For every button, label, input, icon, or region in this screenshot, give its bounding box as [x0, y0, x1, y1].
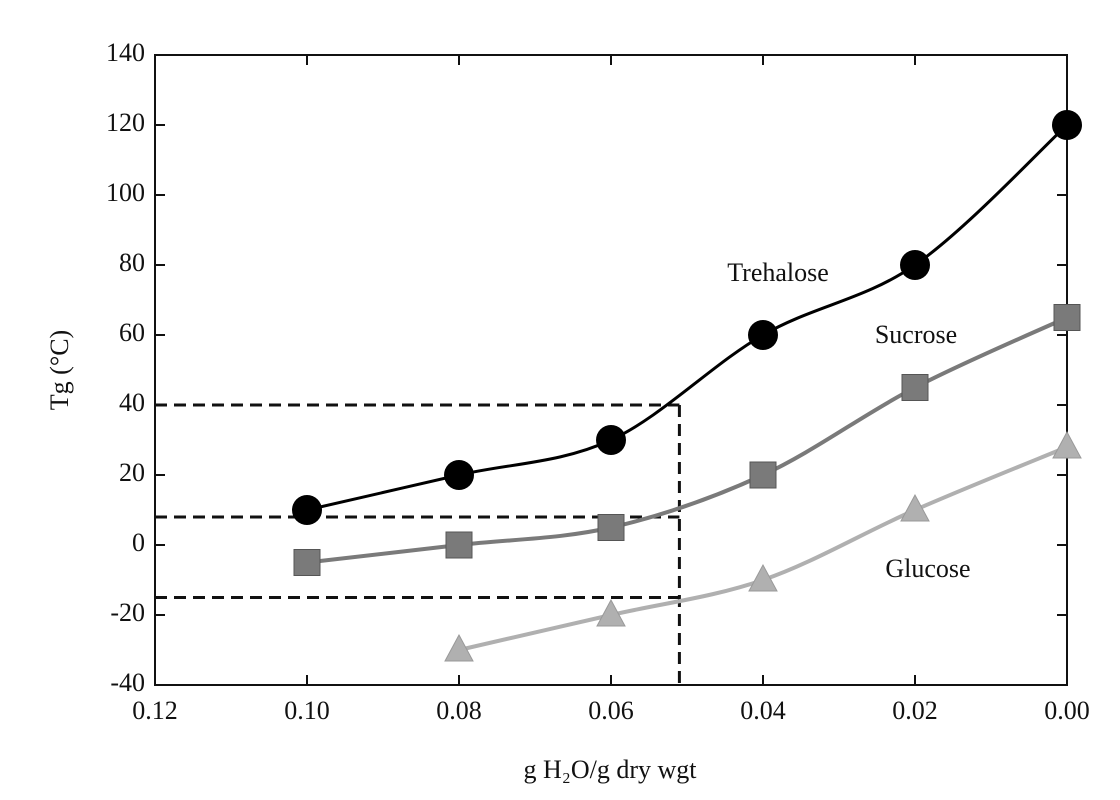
y-tick-label: -40 — [110, 668, 145, 697]
data-point — [444, 633, 474, 662]
data-point — [293, 549, 321, 576]
x-tick-label: 0.00 — [1044, 696, 1090, 725]
x-tick-label: 0.08 — [436, 696, 482, 725]
data-point — [596, 425, 626, 455]
data-point — [900, 493, 930, 522]
data-point — [444, 460, 474, 490]
series-line — [306, 315, 1068, 565]
y-tick-label: 120 — [106, 108, 145, 137]
data-point — [749, 461, 777, 489]
y-axis-label: Tg (°C) — [45, 330, 74, 410]
x-tick-label: 0.06 — [588, 696, 634, 725]
series-line — [306, 123, 1069, 512]
y-tick-label: 80 — [119, 248, 145, 277]
x-axis-label: g H₂O/g dry wgt — [524, 755, 698, 784]
series-label: Trehalose — [727, 258, 829, 287]
y-tick-label: 0 — [132, 528, 145, 557]
data-point — [901, 374, 929, 401]
y-tick-label: 140 — [106, 38, 145, 67]
y-tick-label: -20 — [110, 598, 145, 627]
data-point — [445, 531, 473, 559]
x-tick-label: 0.02 — [892, 696, 938, 725]
data-point — [597, 514, 625, 541]
x-tick-label: 0.12 — [132, 696, 178, 725]
y-tick-label: 60 — [119, 318, 145, 347]
data-point — [596, 598, 626, 627]
data-point — [748, 563, 778, 592]
y-tick-label: 40 — [119, 388, 145, 417]
x-tick-label: 0.10 — [284, 696, 330, 725]
x-tick-label: 0.04 — [740, 696, 786, 725]
series-label: Glucose — [885, 554, 970, 583]
data-point — [748, 320, 778, 350]
plot-frame — [154, 54, 1068, 686]
series-label: Sucrose — [875, 320, 957, 349]
y-tick-label: 100 — [106, 178, 145, 207]
data-point — [1052, 430, 1082, 459]
data-point — [292, 495, 322, 525]
data-point — [1053, 304, 1081, 331]
y-tick-label: 20 — [119, 458, 145, 487]
data-point — [900, 250, 930, 280]
data-point — [1052, 110, 1082, 140]
